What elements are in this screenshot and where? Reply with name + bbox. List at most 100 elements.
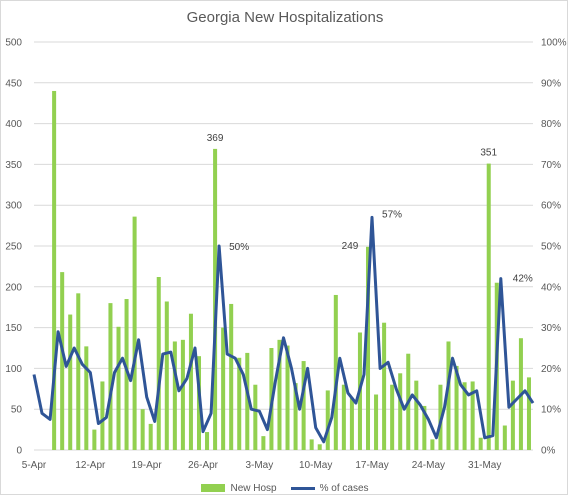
bar [382,322,387,450]
data-label: 50% [229,242,249,253]
bar [116,326,121,450]
bar [374,394,379,450]
bar [188,313,193,450]
y-right-tick-label: 60% [541,201,561,212]
bar [100,381,105,450]
bar [317,444,322,450]
y-left-tick-label: 500 [5,38,22,49]
bar [261,436,266,450]
bar [462,382,467,450]
bar [60,272,65,450]
bar [140,409,145,450]
bar [349,397,354,450]
legend-item-new-hosp: New Hosp [201,482,277,494]
bar [301,361,306,450]
bar [164,301,169,450]
bar [470,381,475,450]
legend-swatch-new-hosp [201,484,226,492]
legend-label-pct-cases: % of cases [319,482,369,494]
bar [172,341,177,450]
y-right-tick-label: 10% [541,405,561,416]
bar [277,339,282,450]
y-right-tick-label: 20% [541,364,561,375]
y-right-tick-label: 100% [541,38,567,49]
y-left-tick-label: 100 [5,364,22,375]
bar [309,439,314,450]
y-left-tick-label: 0 [16,446,22,457]
y-left-tick-label: 200 [5,282,22,293]
bar [221,327,226,450]
bar [341,384,346,450]
data-label: 369 [207,133,224,144]
data-label: 351 [480,148,497,159]
y-right-tick-label: 0% [541,446,556,457]
bar [422,405,427,450]
x-tick-label: 12-Apr [75,460,106,471]
bar [205,432,210,450]
bar [510,380,515,450]
bar [68,314,73,450]
y-left-tick-label: 250 [5,242,22,253]
bar [245,352,250,450]
bar [446,341,451,450]
y-right-tick-label: 50% [541,242,561,253]
legend-item-pct-cases: % of cases [290,482,369,494]
x-tick-label: 10-May [299,460,332,471]
x-tick-label: 31-May [468,460,501,471]
bar [132,216,137,450]
bar [52,90,57,451]
x-tick-label: 5-Apr [22,460,47,471]
bar [390,384,395,450]
y-right-tick-label: 30% [541,323,561,334]
legend-swatch-pct-cases [290,486,315,490]
line-pct-of-cases [32,215,535,444]
x-tick-label: 24-May [412,460,445,471]
bar [285,345,290,450]
bar [454,365,459,450]
bar [365,246,371,450]
y-right-tick-label: 70% [541,160,561,171]
x-tick-label: 19-Apr [132,460,163,471]
bar [398,373,403,450]
bar [333,294,338,450]
y-left-tick-label: 300 [5,201,22,212]
x-tick-label: 17-May [355,460,388,471]
y-left-tick-label: 400 [5,119,22,130]
bar [180,339,185,450]
bar [148,423,153,450]
y-right-tick-label: 80% [541,119,561,130]
y-left-tick-label: 350 [5,160,22,171]
bar [526,377,531,450]
bar [108,303,113,450]
bar [229,303,234,450]
bar [478,437,483,450]
bar [325,390,330,450]
legend-label-new-hosp: New Hosp [230,482,277,494]
data-label: 57% [382,209,402,220]
bar [502,425,507,450]
bar [414,380,419,450]
data-label: 42% [513,274,533,285]
y-right-tick-label: 90% [541,78,561,89]
y-right-tick-label: 40% [541,282,561,293]
bar [76,293,81,450]
legend: New Hosp % of cases [1,481,568,495]
x-tick-label: 26-Apr [188,460,219,471]
bar [124,299,129,450]
bar [156,277,161,450]
bar [92,429,97,450]
bar [84,346,89,450]
bar [486,163,491,451]
bar [237,357,242,450]
bar [430,439,435,450]
x-tick-label: 3-May [245,460,273,471]
data-label: 249 [342,241,359,252]
y-left-tick-label: 50 [11,405,23,416]
y-left-tick-label: 450 [5,78,22,89]
y-left-tick-label: 150 [5,323,22,334]
chart-title: Georgia New Hospitalizations [186,9,384,26]
bar [253,384,258,450]
bar [293,383,298,450]
